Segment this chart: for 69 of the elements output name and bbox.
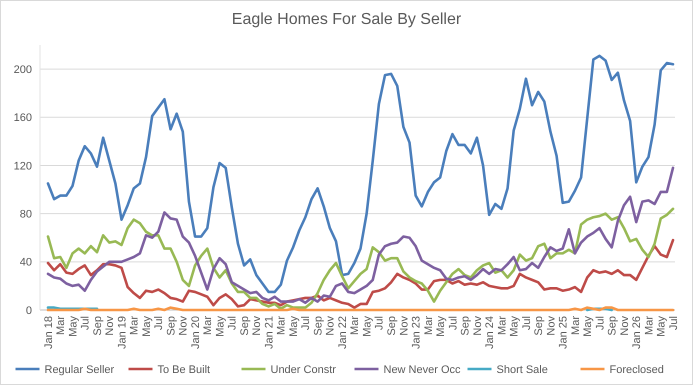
x-tick-label: May xyxy=(214,316,226,337)
x-tick-label: Jan 24 xyxy=(484,316,496,350)
line-series xyxy=(46,238,674,309)
x-tick-label: Nov xyxy=(398,316,410,336)
x-tick-label: Jan 23 xyxy=(410,316,422,350)
x-tick-label: Nov xyxy=(618,316,631,336)
x-tick-label: Jul xyxy=(374,316,386,330)
x-tick-label: Mar xyxy=(202,316,214,335)
x-tick-label: Nov xyxy=(545,316,558,336)
x-tick-label: Sep xyxy=(386,316,398,336)
x-tick-label: Mar xyxy=(496,316,508,335)
x-tick-label: May xyxy=(508,316,521,337)
x-tick-label: Sep xyxy=(238,316,251,336)
legend-label: Under Constr xyxy=(270,364,336,376)
x-tick-label: Jan 25 xyxy=(558,316,570,350)
x-tick-label: Sep xyxy=(606,316,619,336)
x-tick-label: May xyxy=(361,316,374,337)
x-tick-label: Nov xyxy=(324,316,337,336)
y-tick-label: 160 xyxy=(14,112,32,124)
x-tick-label: Jul xyxy=(153,316,166,330)
x-tick-label: May xyxy=(140,316,153,337)
x-tick-label: Jan 21 xyxy=(263,316,276,350)
x-tick-label: Jan 22 xyxy=(336,316,349,350)
x-tick-label: May xyxy=(435,316,448,337)
x-tick-label: Mar xyxy=(276,316,288,335)
legend-label: To Be Built xyxy=(158,364,210,376)
x-tick-label: Jul xyxy=(668,316,680,330)
y-tick-label: 120 xyxy=(14,160,32,172)
x-tick-label: Nov xyxy=(472,316,484,336)
x-tick-label: Sep xyxy=(460,316,472,336)
legend-label: Foreclosed xyxy=(610,364,664,376)
legend-label: Regular Seller xyxy=(44,364,115,376)
y-tick-label: 80 xyxy=(20,208,32,220)
x-tick-label: May xyxy=(582,316,594,337)
x-tick-label: Jul xyxy=(300,316,312,330)
line-series xyxy=(46,54,674,294)
x-tick-label: Nov xyxy=(251,316,264,336)
x-tick-label: May xyxy=(656,316,668,337)
x-tick-label: Jul xyxy=(594,316,606,330)
legend-label: New Never Occ xyxy=(384,364,462,376)
x-tick-label: Sep xyxy=(312,316,324,336)
x-tick-label: Mar xyxy=(55,316,68,335)
x-tick-label: Nov xyxy=(178,316,190,336)
x-tick-label: Jan 18 xyxy=(42,316,55,350)
y-tick-label: 40 xyxy=(20,256,32,269)
x-tick-label: Mar xyxy=(349,316,362,335)
x-tick-label: Jul xyxy=(80,316,92,330)
x-tick-label: Jan 26 xyxy=(631,316,644,350)
x-tick-label: Mar xyxy=(570,316,582,335)
legend-label: Short Sale xyxy=(496,364,548,376)
x-tick-label: Mar xyxy=(643,316,656,335)
x-tick-label: May xyxy=(67,316,80,337)
x-tick-label: Sep xyxy=(533,316,546,336)
line-series xyxy=(46,208,674,310)
x-tick-label: Jul xyxy=(226,316,239,330)
x-tick-label: Jan 19 xyxy=(116,316,128,350)
chart-title: Eagle Homes For Sale By Seller xyxy=(232,11,462,28)
x-tick-label: Jan 20 xyxy=(190,316,202,350)
x-tick-label: Mar xyxy=(128,316,141,335)
y-tick-label: 200 xyxy=(14,64,32,76)
line-series xyxy=(46,166,674,304)
x-tick-label: May xyxy=(288,316,300,337)
y-tick-label: 0 xyxy=(26,304,32,317)
x-tick-label: Sep xyxy=(165,316,178,336)
x-tick-label: Nov xyxy=(104,316,116,336)
x-tick-label: Sep xyxy=(92,316,104,336)
x-tick-label: Mar xyxy=(422,316,435,335)
x-tick-label: Jul xyxy=(520,316,533,330)
x-tick-label: Jul xyxy=(447,316,460,330)
